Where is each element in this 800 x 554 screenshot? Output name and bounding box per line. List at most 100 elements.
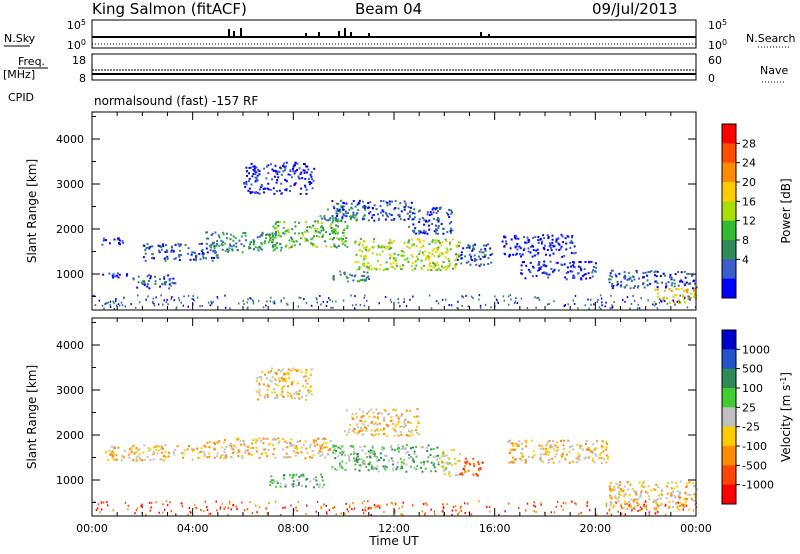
scatter-cell: [360, 458, 363, 460]
scatter-cell: [399, 467, 402, 470]
colorbar-tick-label: 24: [742, 157, 756, 170]
scatter-cell: [395, 409, 397, 412]
scatter-cell: [577, 265, 580, 268]
ground-scatter-cell: [370, 507, 372, 510]
scatter-cell: [282, 377, 285, 380]
scatter-cell: [405, 444, 408, 446]
scatter-cell: [216, 455, 219, 458]
scatter-cell: [278, 380, 281, 382]
scatter-cell: [338, 462, 341, 465]
scatter-cell: [633, 490, 636, 493]
scatter-cell: [363, 205, 366, 207]
scatter-cell: [428, 251, 431, 254]
scatter-cell: [415, 446, 418, 448]
scatter-cell: [461, 473, 464, 476]
scatter-cell: [413, 460, 416, 463]
scatter-cell: [321, 226, 324, 229]
scatter-cell: [527, 455, 530, 458]
scatter-cell: [311, 243, 314, 246]
scatter-cell: [271, 367, 273, 370]
ground-scatter-cell: [613, 301, 615, 304]
scatter-cell: [399, 265, 402, 268]
scatter-cell: [276, 246, 278, 249]
colorbar-swatch: [722, 182, 736, 202]
ground-scatter-cell: [630, 303, 633, 305]
scatter-cell: [296, 452, 299, 454]
nsky-spike: [338, 31, 340, 37]
scatter-cell: [137, 449, 139, 452]
scatter-cell: [203, 444, 206, 447]
scatter-cell: [341, 445, 344, 448]
scatter-cell: [437, 264, 440, 267]
scatter-cell: [319, 450, 322, 453]
scatter-cell: [340, 237, 343, 240]
scatter-cell: [312, 454, 315, 457]
scatter-cell: [284, 440, 287, 443]
ground-scatter-cell: [152, 302, 154, 305]
scatter-cell: [155, 449, 158, 451]
scatter-cell: [174, 448, 177, 451]
scatter-cell: [247, 189, 250, 192]
scatter-cell: [611, 506, 614, 509]
scatter-cell: [132, 277, 135, 280]
scatter-cell: [356, 203, 359, 206]
scatter-cell: [397, 416, 400, 419]
scatter-cell: [351, 429, 354, 432]
scatter-cell: [611, 488, 614, 491]
scatter-cell: [515, 235, 518, 238]
freq-strip-frame: [91, 53, 697, 81]
scatter-cell: [264, 448, 267, 451]
scatter-cell: [215, 251, 217, 254]
scatter-cell: [367, 450, 370, 453]
scatter-cell: [675, 501, 678, 504]
scatter-cell: [323, 437, 326, 440]
scatter-cell: [501, 240, 504, 243]
scatter-cell: [460, 257, 463, 260]
scatter-cell: [624, 500, 626, 503]
scatter-cell: [587, 456, 590, 459]
scatter-cell: [308, 455, 311, 458]
scatter-cell: [282, 162, 285, 165]
scatter-cell: [428, 214, 431, 217]
ground-scatter-cell: [641, 507, 643, 510]
scatter-cell: [375, 208, 378, 211]
scatter-cell: [549, 246, 552, 249]
scatter-cell: [359, 279, 362, 282]
ground-scatter-cell: [164, 508, 166, 511]
scatter-cell: [178, 245, 181, 248]
scatter-cell: [646, 284, 649, 287]
scatter-cell: [390, 247, 393, 250]
scatter-cell: [531, 456, 534, 459]
ground-scatter-cell: [284, 506, 286, 509]
scatter-cell: [399, 202, 402, 205]
scatter-cell: [576, 443, 579, 446]
scatter-cell: [338, 466, 341, 469]
scatter-cell: [579, 261, 582, 264]
ground-scatter-cell: [173, 299, 176, 302]
nsky-tick-low: 100: [67, 38, 86, 52]
ground-scatter-cell: [631, 509, 633, 512]
scatter-cell: [268, 233, 271, 236]
scatter-cell: [312, 486, 315, 489]
scatter-cell: [444, 238, 447, 241]
ground-scatter-cell: [352, 502, 354, 505]
ground-scatter-cell: [363, 512, 365, 515]
scatter-cell: [303, 169, 306, 172]
colorbar-tick-label: -25: [742, 421, 760, 434]
scatter-cell: [325, 245, 328, 248]
scatter-cell: [539, 268, 542, 270]
scatter-cell: [443, 473, 446, 476]
ground-scatter-cell: [451, 513, 453, 516]
scatter-cell: [565, 278, 568, 281]
nave-label: Nave: [760, 64, 788, 77]
scatter-cell: [670, 278, 673, 281]
scatter-cell: [445, 268, 448, 271]
scatter-cell: [310, 171, 313, 174]
y-axis-label: Slant Range [km]: [25, 159, 39, 263]
ground-scatter-cell: [656, 510, 659, 513]
scatter-cell: [679, 491, 682, 494]
colorbar-swatch: [722, 349, 736, 370]
scatter-cell: [399, 457, 402, 460]
ground-scatter-cell: [323, 503, 325, 506]
scatter-cell: [294, 447, 296, 449]
